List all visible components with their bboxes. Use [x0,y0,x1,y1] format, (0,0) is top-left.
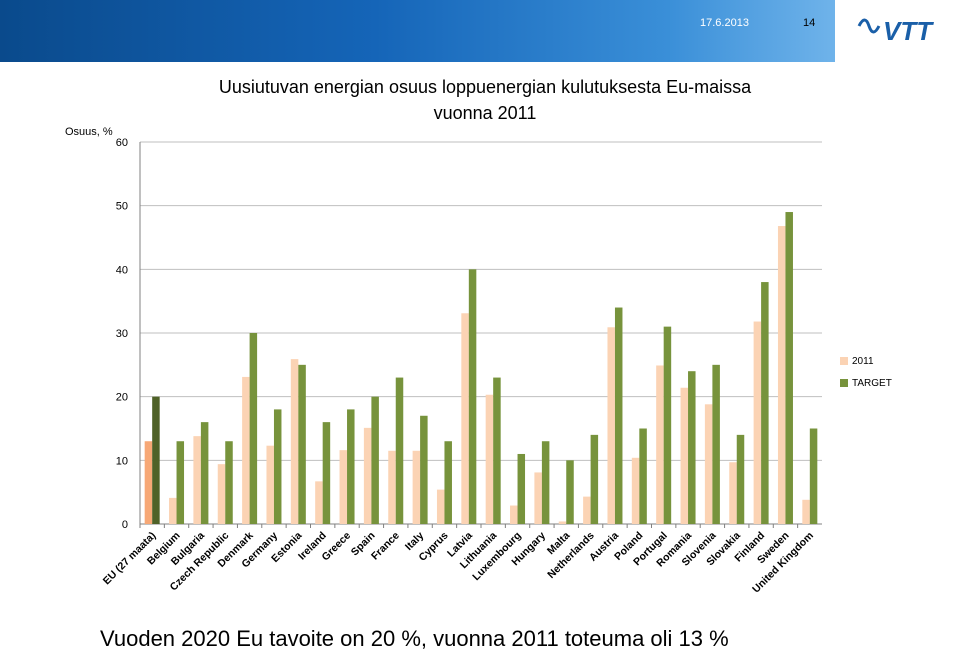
bar-2011 [753,321,762,524]
y-tick-label: 0 [122,519,128,531]
legend-label-target: TARGET [852,377,892,389]
bar-2011 [315,481,323,524]
chart-title: Uusiutuvan energian osuus loppuenergian … [160,74,810,126]
footer-text: Vuoden 2020 Eu tavoite on 20 %, vuonna 2… [100,626,729,651]
bar-2011 [266,445,274,524]
bar-target [468,269,477,524]
legend-swatch-2011 [840,357,848,365]
bar-2011 [217,464,226,524]
y-tick-label: 50 [116,201,128,213]
bar-target [322,422,331,524]
chart-legend: 2011 TARGET [840,350,892,394]
bar-2011 [412,450,421,524]
bar-target [176,441,185,524]
bar-target [761,282,769,524]
page-number: 14 [803,17,816,29]
bar-target [152,396,160,524]
y-tick-label: 60 [116,137,128,149]
bar-2011 [558,521,567,524]
bar-2011 [802,499,810,524]
header-date: 17.6.2013 [700,17,749,29]
y-tick-label: 10 [116,455,128,467]
bar-target [785,212,793,525]
bar-target [517,453,526,524]
x-tick-label: France [369,530,402,563]
y-axis-label: Osuus, % [65,126,113,138]
legend-item-2011: 2011 [840,350,892,372]
bar-target [712,364,720,524]
bar-target [639,428,647,524]
bar-2011 [510,505,518,524]
bar-target [420,415,428,524]
header-bar: 17.6.2013 14 VTT [0,0,960,62]
header-band [0,0,835,62]
bar-target [493,377,501,524]
bar-2011 [144,441,153,524]
legend-item-target: TARGET [840,372,892,394]
bar-target [273,409,282,524]
bar-2011 [680,387,689,524]
bar-2011 [339,450,348,524]
bar-target [298,364,306,524]
bar-target [590,434,599,524]
bar-2011 [169,497,177,524]
bar-target [395,377,404,524]
bar-2011 [607,327,615,524]
bar-2011 [729,462,737,524]
bar-target [249,333,258,524]
bar-target [444,441,452,524]
y-tick-label: 20 [116,392,128,404]
bar-2011 [534,472,542,524]
bar-target [200,422,209,524]
chart-title-line1: Uusiutuvan energian osuus loppuenergian … [218,77,752,97]
vtt-logo: VTT [857,16,934,46]
chart-title-line2: vuonna 2011 [433,103,537,123]
bar-2011 [656,365,664,524]
bar-2011 [388,450,396,524]
bar-target [809,428,818,524]
bar-target [347,409,355,524]
legend-label-2011: 2011 [852,355,874,367]
bar-target [225,441,233,524]
bar-2011 [583,496,591,524]
bar-2011 [436,489,445,524]
bar-2011 [631,457,640,524]
bar-target [663,326,672,524]
bar-2011 [242,376,250,524]
bar-2011 [461,313,469,524]
bar-2011 [363,427,372,524]
bar-2011 [193,436,201,524]
vtt-logo-text: VTT [883,16,934,46]
y-tick-label: 30 [116,328,128,340]
bar-2011 [485,394,494,524]
bar-target [566,460,574,524]
bar-2011 [704,404,713,524]
y-tick-label: 40 [116,264,128,276]
bar-target [371,396,379,524]
bar-2011 [290,359,299,524]
bar-target [736,434,745,524]
bar-target [614,307,623,524]
bar-target [541,441,550,524]
bar-2011 [777,226,786,525]
legend-swatch-target [840,379,848,387]
bar-target [688,371,696,524]
